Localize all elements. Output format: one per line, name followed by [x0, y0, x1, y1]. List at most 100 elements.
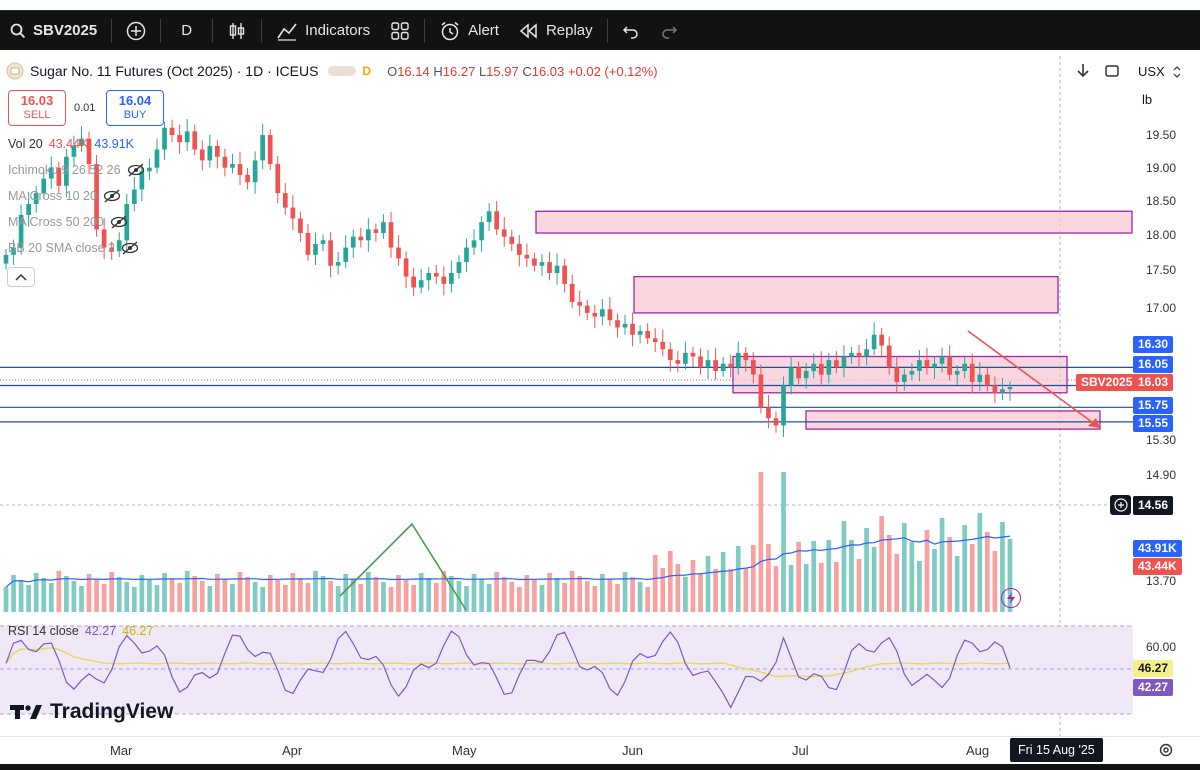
- candle-body: [305, 233, 311, 255]
- volume-bar: [162, 573, 167, 612]
- volume-bar: [305, 583, 311, 612]
- volume-bar: [184, 571, 190, 612]
- volume-bar: [282, 585, 288, 612]
- eye-hidden-icon[interactable]: [103, 189, 121, 203]
- volume-bar: [683, 577, 688, 612]
- add-alert-button[interactable]: [1110, 495, 1131, 515]
- volume-bar: [932, 549, 937, 612]
- indicator-bb[interactable]: BB 20 SMA close 2: [8, 241, 139, 255]
- price-axis-label: 17.50: [1146, 263, 1177, 277]
- indicators-button[interactable]: Indicators: [266, 11, 380, 51]
- volume-bar: [94, 579, 99, 612]
- interval-button[interactable]: D: [165, 11, 208, 51]
- volume-label: Vol 20: [8, 137, 43, 151]
- candle-body: [207, 145, 213, 161]
- candle-body: [237, 164, 243, 175]
- buy-label: BUY: [123, 109, 147, 121]
- time-axis-label: Mar: [110, 743, 133, 758]
- volume-bar: [516, 587, 522, 612]
- candle-body: [215, 145, 220, 157]
- divider: [261, 18, 263, 43]
- volume-bar: [79, 586, 84, 612]
- time-axis-label: May: [452, 743, 477, 758]
- candle-body: [154, 149, 160, 168]
- volume-bar: [584, 581, 590, 612]
- candle-body: [705, 360, 711, 368]
- volume-bar: [464, 586, 469, 612]
- candle-body: [879, 334, 885, 346]
- volume-bar: [592, 586, 598, 612]
- currency-select[interactable]: USX: [1138, 64, 1181, 79]
- candle-body: [260, 135, 266, 161]
- eye-hidden-icon[interactable]: [127, 163, 145, 177]
- volume-bar: [33, 573, 39, 612]
- candle-body: [924, 360, 930, 368]
- volume-bar: [169, 578, 175, 612]
- indicator-rsi[interactable]: RSI 14 close 42.27 46.27: [8, 624, 153, 638]
- candle-body: [894, 367, 900, 382]
- buy-button[interactable]: 16.04 BUY: [106, 90, 164, 126]
- candle-body: [426, 272, 432, 281]
- volume-ma-value: 43.91K: [94, 137, 135, 151]
- redo-button[interactable]: [650, 11, 688, 51]
- rsi-line: [5, 630, 1011, 709]
- indicator-ma-cross-2[interactable]: MA Cross 50 200: [8, 215, 128, 229]
- tradingview-logo[interactable]: TradingView: [10, 700, 173, 724]
- candle-body: [328, 240, 333, 266]
- sell-button[interactable]: 16.03 SELL: [8, 90, 66, 126]
- undo-button[interactable]: [612, 11, 650, 51]
- lightning-icon[interactable]: [1001, 588, 1021, 608]
- time-axis-label: Apr: [282, 743, 303, 758]
- volume-bar: [894, 554, 900, 612]
- alert-button[interactable]: Alert: [429, 11, 509, 51]
- volume-bar: [954, 556, 960, 612]
- layouts-button[interactable]: [380, 11, 420, 51]
- volume-bar: [147, 580, 152, 612]
- symbol-search[interactable]: SBV2025: [0, 11, 107, 51]
- volume-bar: [1000, 522, 1005, 612]
- price-axis-label: 13.70: [1146, 574, 1177, 588]
- replay-button[interactable]: Replay: [509, 11, 603, 51]
- collapse-legend-button[interactable]: [7, 267, 35, 287]
- chevron-up-icon: [15, 273, 27, 281]
- eye-hidden-icon[interactable]: [121, 241, 139, 255]
- volume-bar: [811, 541, 817, 612]
- volume-bar: [290, 573, 296, 612]
- volume-bar: [456, 581, 462, 612]
- candle-body: [139, 171, 145, 190]
- volume-bar: [735, 546, 741, 612]
- download-icon[interactable]: [1076, 63, 1090, 79]
- volume-bar: [622, 572, 628, 612]
- volume-bar: [600, 574, 605, 612]
- candle-body: [826, 360, 832, 375]
- volume-bar: [1007, 539, 1013, 612]
- candle-body: [335, 262, 341, 266]
- candle-body: [64, 156, 69, 186]
- fullscreen-icon[interactable]: [1104, 63, 1120, 79]
- candle-body: [901, 374, 907, 382]
- settings-icon[interactable]: [1158, 742, 1174, 763]
- candle-body: [18, 214, 24, 248]
- candle-body: [856, 352, 862, 357]
- eye-hidden-icon[interactable]: [110, 215, 128, 229]
- volume-bar: [962, 525, 968, 612]
- candle-body: [781, 385, 786, 426]
- candle-body: [652, 338, 658, 342]
- time-axis-label: Aug: [966, 743, 990, 758]
- volume-bar: [26, 585, 31, 612]
- candle-body: [411, 276, 416, 288]
- indicator-ma-cross-1[interactable]: MA Cross 10 20: [8, 189, 121, 203]
- price-axis-label: 17.00: [1146, 301, 1177, 315]
- volume-bar: [660, 568, 666, 612]
- candle-body: [834, 360, 839, 368]
- unit-label[interactable]: lb: [1142, 92, 1153, 107]
- volume-bar: [109, 572, 115, 612]
- indicator-ichimoku[interactable]: Ichimoku 9 26 52 26: [8, 163, 145, 177]
- compare-button[interactable]: [116, 11, 156, 51]
- volume-bar: [373, 577, 379, 612]
- chart-type-button[interactable]: [217, 11, 257, 51]
- indicator-volume[interactable]: Vol 20 43.44K 43.91K: [8, 137, 134, 151]
- time-axis[interactable]: [0, 736, 1200, 764]
- volume-bar: [856, 559, 862, 612]
